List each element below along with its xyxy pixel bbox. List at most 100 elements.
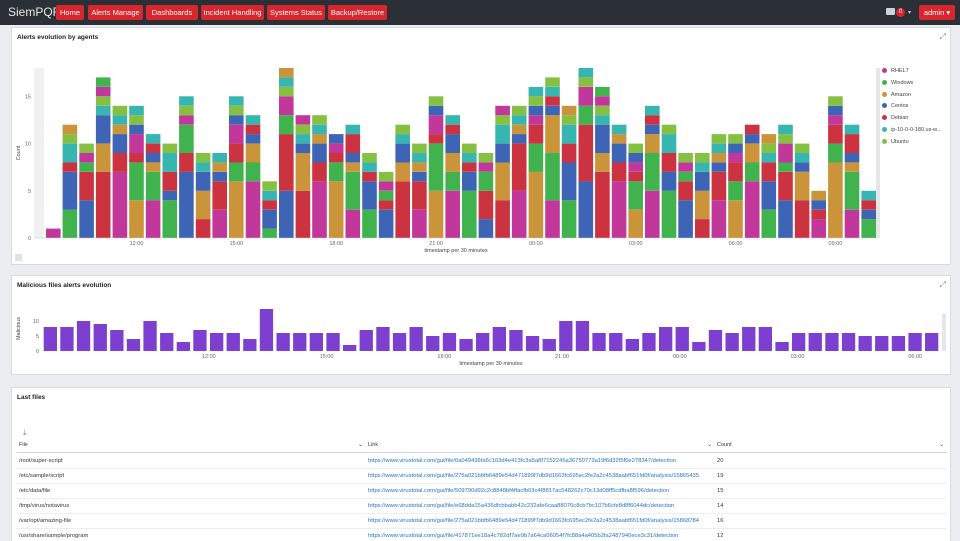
bar-segment <box>545 115 560 153</box>
bar-segment <box>295 134 311 144</box>
bar-segment <box>445 124 460 135</box>
bar <box>559 321 573 351</box>
bar-segment <box>711 200 727 238</box>
sort-chevron-icon[interactable]: ⌄ <box>358 442 364 448</box>
bar-segment <box>378 171 394 182</box>
bar-segment <box>212 153 227 163</box>
bar-segment <box>495 200 510 238</box>
bar-segment <box>811 190 826 201</box>
bar-segment <box>179 171 194 238</box>
column-header-file[interactable]: File <box>19 442 28 448</box>
bar-segment <box>695 171 710 191</box>
bar-segment <box>229 181 244 238</box>
bar-segment <box>428 115 444 135</box>
bar-segment <box>112 171 128 238</box>
nav-home-button[interactable]: Home <box>56 5 84 20</box>
expand-icon[interactable]: ⤢ <box>939 32 946 41</box>
legend-item[interactable]: Ubuntu <box>882 139 960 151</box>
bar-segment <box>528 96 544 106</box>
bar-segment <box>478 162 494 172</box>
link-cell[interactable]: https://www.virustotal.com/gui/file/0a04… <box>368 458 677 464</box>
x-tick-label: 06:00 <box>729 241 743 247</box>
bar-segment <box>462 143 477 153</box>
bar-segment <box>611 143 627 163</box>
bar-segment <box>112 115 128 125</box>
agents-legend: RHEL7 Windows Amazon Centos Debian ip-10-0-0-… <box>882 68 960 151</box>
app-brand[interactable]: SiemPQR <box>8 5 62 19</box>
bar <box>675 327 689 351</box>
bar <box>492 327 506 351</box>
bar <box>708 330 723 351</box>
legend-item[interactable]: Debian <box>882 115 960 127</box>
sort-chevron-icon[interactable]: ⌄ <box>939 442 945 448</box>
bar-segment <box>761 162 777 182</box>
column-header-count[interactable]: Count <box>717 442 732 448</box>
bar-segment <box>79 162 94 172</box>
mail-icon[interactable] <box>886 8 895 15</box>
bar <box>226 333 240 351</box>
bar-segment <box>794 143 810 153</box>
bar-segment <box>95 77 111 87</box>
legend-item[interactable]: RHEL7 <box>882 68 960 80</box>
link-cell[interactable]: https://www.virustotal.com/gui/file/e68d… <box>368 503 675 509</box>
x-tick-label: 15:00 <box>229 241 243 247</box>
count-cell: 20 <box>717 458 724 464</box>
link-cell[interactable]: https://www.virustotal.com/gui/file/275a… <box>368 518 700 524</box>
count-cell: 15 <box>717 488 724 494</box>
bar-segment <box>711 153 727 163</box>
link-cell[interactable]: https://www.virustotal.com/gui/file/5097… <box>368 488 670 494</box>
legend-item[interactable]: ip-10-0-0-180.us-w... <box>882 127 960 139</box>
bar-segment <box>345 124 361 135</box>
link-cell[interactable]: https://www.virustotal.com/gui/file/275a… <box>368 473 700 479</box>
bar-segment <box>628 171 643 182</box>
bar-segment <box>861 209 876 220</box>
bar-segment <box>462 171 477 191</box>
download-icon[interactable]: ⤓ <box>23 428 27 437</box>
nav-incident-handling-button[interactable]: Incident Handling <box>201 5 264 20</box>
bar-segment <box>578 105 594 125</box>
nav-systems-status-button[interactable]: Systems Status <box>267 5 325 20</box>
nav-dashboards-button[interactable]: Dashboards <box>146 5 198 20</box>
legend-item[interactable]: Centos <box>882 103 960 115</box>
legend-item[interactable]: Windows <box>882 80 960 92</box>
bar <box>592 333 606 351</box>
nav-alerts-manage-button[interactable]: Alerts Manage <box>88 5 143 20</box>
sort-chevron-icon[interactable]: ⌄ <box>707 442 713 448</box>
bar-segment <box>545 96 560 106</box>
bar-segment <box>295 115 311 125</box>
x-tick-label: 21:00 <box>555 354 569 360</box>
bar-segment <box>828 162 843 238</box>
bar-segment <box>262 228 277 238</box>
table-row: /usr/share/sample/program https://www.vi… <box>17 529 947 541</box>
bar <box>742 327 756 351</box>
bar <box>509 330 523 351</box>
bar-segment <box>478 219 494 238</box>
bar-segment <box>229 115 244 125</box>
chevron-down-icon[interactable]: ▾ <box>908 10 912 16</box>
bar-segment <box>195 190 211 220</box>
expand-icon[interactable]: ⤢ <box>939 280 946 289</box>
bar-segment <box>728 162 743 182</box>
bar-segment <box>179 124 194 153</box>
y-tick-label: 5 <box>28 189 31 195</box>
bar <box>476 333 490 351</box>
bar-segment <box>678 162 693 172</box>
column-header-link[interactable]: Link <box>368 442 379 448</box>
link-cell[interactable]: https://www.virustotal.com/gui/file/4178… <box>368 533 679 539</box>
count-cell: 19 <box>717 473 724 479</box>
legend-item[interactable]: Amazon <box>882 92 960 104</box>
table-row: /etc/sample/script https://www.virustota… <box>17 469 947 484</box>
bar-segment <box>828 105 843 116</box>
bar-segment <box>195 153 211 163</box>
bar-segment <box>794 200 810 238</box>
bar-segment <box>95 86 111 97</box>
nav-backup-restore-button[interactable]: Backup/Restore <box>328 5 387 20</box>
user-menu-button[interactable]: admin ▾ <box>919 5 955 20</box>
bar-segment <box>645 124 660 135</box>
bar-segment <box>279 96 294 116</box>
bar-segment <box>129 124 144 135</box>
bar-segment <box>661 134 677 153</box>
bar-segment <box>395 181 410 238</box>
bar-segment <box>828 124 843 144</box>
bar-segment <box>445 171 460 191</box>
